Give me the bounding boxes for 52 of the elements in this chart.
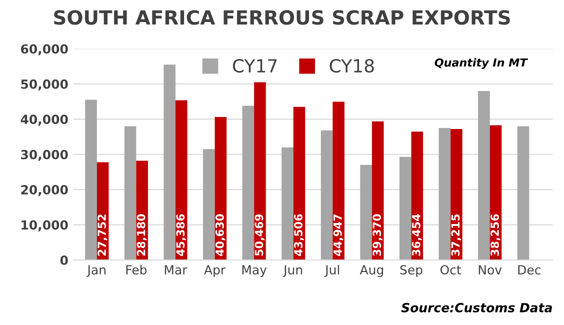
bar — [164, 64, 176, 260]
x-tick-label: Sep — [400, 265, 422, 277]
x-tick-label: Oct — [440, 265, 462, 275]
x-tick-label: Aug — [360, 265, 384, 277]
y-tick-label: 30,000 — [21, 150, 68, 161]
bar — [399, 156, 412, 260]
x-tick-label: Nov — [478, 265, 502, 275]
data-label: 38,256 — [490, 214, 500, 256]
x-tick-label: Apr — [204, 265, 226, 277]
x-tick-label: Jul — [324, 264, 340, 277]
data-label: 39,370 — [372, 214, 382, 256]
y-tick-label: 40,000 — [20, 114, 68, 126]
data-label: 27,752 — [98, 214, 108, 256]
x-tick-label: Dec — [518, 265, 540, 275]
bar — [85, 100, 97, 260]
y-tick-label: 50,000 — [21, 79, 68, 90]
x-tick-label: Mar — [164, 265, 188, 275]
y-tick-label: 20,000 — [21, 185, 68, 196]
data-label: 50,469 — [254, 214, 265, 256]
bar — [517, 126, 530, 260]
annotation: Quantity In MT — [434, 58, 528, 69]
legend-label: CY18 — [330, 58, 374, 73]
x-tick-label: Jan — [86, 265, 106, 277]
bar — [478, 91, 490, 260]
source-note: Source:Customs Data — [401, 302, 552, 312]
chart-title: SOUTH AFRICA FERROUS SCRAP EXPORTS — [54, 10, 510, 25]
bar — [282, 147, 294, 260]
bar — [360, 164, 372, 260]
data-label: 43,506 — [294, 214, 304, 256]
data-label: 37,215 — [451, 214, 462, 256]
data-label: 45,386 — [176, 214, 186, 256]
bar — [175, 100, 188, 260]
y-tick-label: 60,000 — [21, 44, 68, 56]
legend-label: CY17 — [232, 58, 277, 73]
bar — [438, 128, 451, 260]
x-tick-label: May — [242, 265, 267, 277]
data-label: 28,180 — [136, 214, 147, 256]
data-label: 36,454 — [412, 214, 422, 256]
y-tick-label: 10,000 — [22, 220, 68, 232]
x-tick-label: Jun — [282, 265, 302, 277]
bar — [242, 106, 254, 260]
x-tick-label: Feb — [126, 264, 147, 275]
bar — [372, 121, 384, 260]
bar — [124, 126, 136, 260]
bar — [332, 102, 344, 260]
bar — [450, 128, 462, 260]
bar — [320, 130, 333, 260]
data-label: 40,630 — [215, 214, 226, 256]
bar — [254, 82, 266, 260]
bar — [202, 149, 215, 260]
y-tick-label: 0 — [60, 255, 68, 265]
data-label: 44,947 — [333, 214, 344, 256]
